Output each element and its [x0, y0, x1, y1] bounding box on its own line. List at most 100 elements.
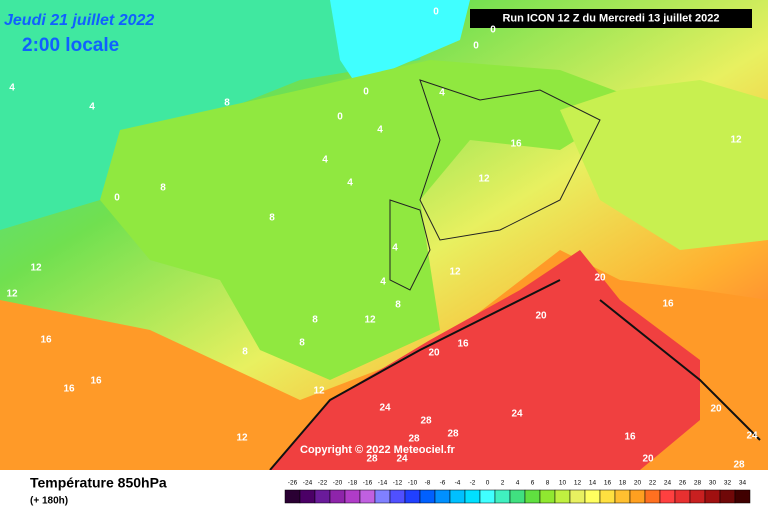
scale-swatch	[614, 489, 631, 504]
scale-label: 8	[546, 480, 550, 487]
contour-label: 4	[89, 102, 95, 113]
scale-swatch	[359, 489, 376, 504]
scale-label: -12	[393, 480, 403, 487]
contour-label: 8	[395, 300, 401, 311]
scale-swatch	[479, 489, 496, 504]
contour-label: 4	[392, 243, 398, 254]
scale-label: 28	[694, 480, 702, 487]
contour-label: 4	[9, 83, 15, 94]
contour-label: 4	[380, 277, 386, 288]
time: 2:00 locale	[22, 35, 119, 56]
scale-swatch	[464, 489, 481, 504]
scale-swatch	[314, 489, 331, 504]
color-scale: -26 -24 -22 -20 -18 -16 -14 -12 -10 -8 -6 -4 -2 0 2 4 6 8…	[284, 480, 751, 504]
contour-label: 20	[535, 311, 547, 322]
cold-region	[0, 0, 430, 230]
mild-region	[100, 60, 640, 380]
scale-swatch	[539, 489, 556, 504]
scale-label: -14	[378, 480, 388, 487]
contour-label: 12	[478, 174, 490, 185]
scale-swatch	[554, 489, 571, 504]
scale-swatch	[284, 489, 301, 504]
scale-swatch	[389, 489, 406, 504]
scale-label: -22	[318, 480, 328, 487]
copyright: Copyright © 2022 Meteociel.fr	[300, 444, 456, 456]
contour-label: 16	[457, 339, 469, 350]
scale-label: 14	[589, 480, 597, 487]
scale-swatch	[494, 489, 511, 504]
scale-label: -18	[348, 480, 358, 487]
scale-label: -24	[303, 480, 313, 487]
scale-label: -10	[408, 480, 418, 487]
scale-label: 26	[679, 480, 687, 487]
contour-label: 0	[490, 25, 496, 36]
scale-label: -26	[288, 480, 298, 487]
contour-label: 4	[322, 155, 328, 166]
footer-title: Température 850hPa	[30, 475, 167, 491]
scale-label: 10	[559, 480, 567, 487]
contour-labels: 0000004444444488888881212121212121212161…	[6, 7, 758, 471]
contour-label: 4	[377, 125, 383, 136]
contour-label: 16	[90, 376, 102, 387]
scale-label: -4	[455, 480, 461, 487]
scale-label: 30	[709, 480, 717, 487]
scale-swatch	[449, 489, 466, 504]
scale-label: -6	[440, 480, 446, 487]
run-text: Run ICON 12 Z du Mercredi 13 juillet 202…	[502, 12, 719, 24]
contour-label: 28	[420, 416, 432, 427]
scale-swatch	[299, 489, 316, 504]
coastline	[389, 199, 431, 291]
contour-label: 24	[746, 431, 758, 442]
scale-swatch	[419, 489, 436, 504]
scale-label: 18	[619, 480, 627, 487]
contour-label: 24	[396, 454, 408, 465]
scale-label: 6	[531, 480, 535, 487]
coastline	[419, 79, 601, 241]
footer-lead: (+ 180h)	[30, 496, 68, 507]
contour-label: 4	[439, 88, 445, 99]
scale-swatch	[509, 489, 526, 504]
contour-label: 12	[30, 263, 42, 274]
scale-swatch	[374, 489, 391, 504]
contour-label: 8	[160, 183, 166, 194]
contour-label: 0	[433, 7, 439, 18]
contour-label: 0	[473, 41, 479, 52]
contour-label: 24	[511, 409, 523, 420]
scale-label: 24	[664, 480, 672, 487]
contour-label: 16	[624, 432, 636, 443]
scale-swatch	[719, 489, 736, 504]
coastline	[269, 279, 761, 471]
scale-label: 0	[486, 480, 490, 487]
scale-swatch	[584, 489, 601, 504]
contour-label: 8	[312, 315, 318, 326]
contour-label: 12	[730, 135, 742, 146]
contour-label: 4	[347, 178, 353, 189]
scale-label: -20	[333, 480, 343, 487]
scale-swatch	[704, 489, 721, 504]
scale-swatch	[644, 489, 661, 504]
contour-label: 16	[40, 335, 52, 346]
scale-swatch	[734, 489, 751, 504]
contour-label: 16	[63, 384, 75, 395]
scale-label: 32	[724, 480, 732, 487]
scale-swatch	[524, 489, 541, 504]
scale-swatch	[629, 489, 646, 504]
contour-label: 20	[642, 454, 654, 465]
contour-label: 28	[447, 429, 459, 440]
contour-label: 20	[594, 273, 606, 284]
contour-label: 28	[408, 434, 420, 445]
scale-label: 2	[501, 480, 505, 487]
scale-label: -8	[425, 480, 431, 487]
contour-label: 12	[6, 289, 18, 300]
scale-label: -2	[470, 480, 476, 487]
cold-core	[330, 0, 470, 90]
date: Jeudi 21 juillet 2022	[4, 12, 154, 29]
contour-label: 0	[337, 112, 343, 123]
scale-swatch	[434, 489, 451, 504]
scale-label: 20	[634, 480, 642, 487]
contour-label: 0	[114, 193, 120, 204]
contour-label: 0	[363, 87, 369, 98]
contour-label: 28	[366, 454, 378, 465]
contour-label: 8	[269, 213, 275, 224]
